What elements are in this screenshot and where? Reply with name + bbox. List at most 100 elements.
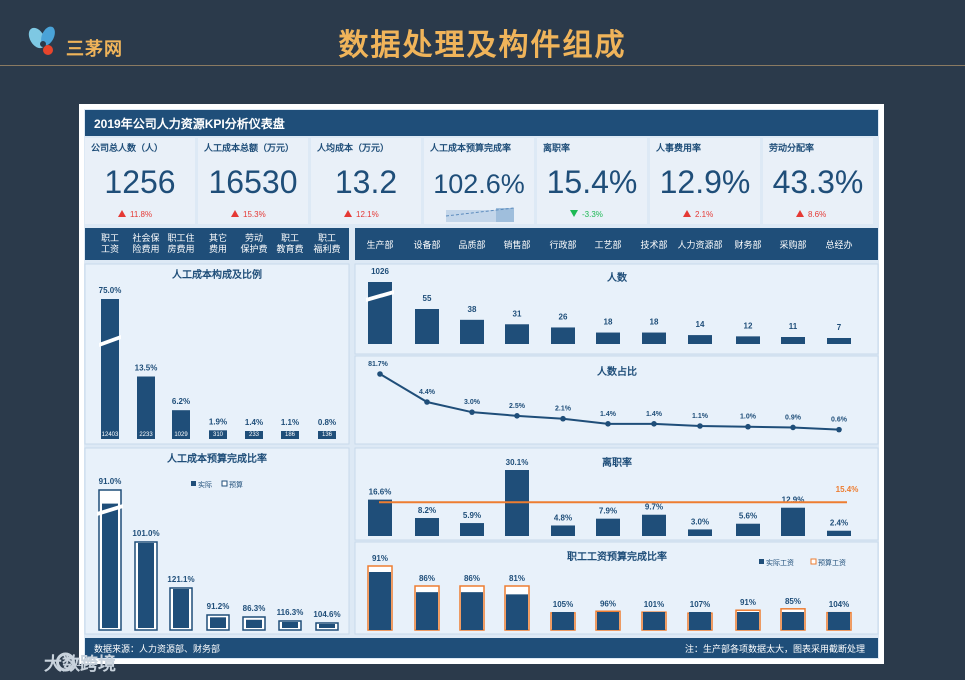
share-point [514,413,520,419]
turnover-bar [642,514,666,536]
headcount-bar [415,309,439,344]
actual-bar [282,622,298,628]
cost-category-label: 职工福利费 [313,233,340,254]
value-label: 121.1% [167,575,194,584]
svg-text:100: 100 [76,656,97,669]
department-label: 采购部 [779,239,806,250]
department-label: 生产部 [366,239,393,250]
turnover-bar [415,518,439,536]
firefly-logo-icon [28,26,55,55]
wage-actual-bar [597,612,619,630]
value-label: 1029 [174,432,188,438]
value-label: 86% [464,574,480,583]
axis-break-mark [366,290,394,302]
value-label: 55 [423,294,432,303]
cost-category-label: 职工工资 [101,233,119,254]
down-arrow-icon [570,210,578,217]
kpi-change: 12.1% [356,210,379,219]
percent-label: 6.2% [172,397,190,406]
headcount-bar [368,282,392,344]
value-label: 91.0% [99,477,122,486]
footer-source: 数据来源：人力资源部、财务部 [94,643,220,654]
percent-label: 1.4% [245,418,263,427]
value-label: 85% [785,597,801,606]
department-label: 销售部 [503,239,530,250]
headcount-bar [781,337,805,344]
dashboard-title-bar [85,110,878,136]
value-label: 91.2% [207,602,230,611]
budget-progress-line [445,207,515,217]
wage-actual-bar [506,594,528,630]
up-arrow-icon [118,210,126,217]
value-label: 2.1% [555,406,572,413]
value-label: 4.4% [419,389,436,396]
kpi-value: 12.9% [660,164,751,200]
wage-actual-bar [737,612,759,630]
turnover-bar [368,499,392,536]
value-label: 101% [644,600,664,609]
department-label: 人力资源部 [677,239,722,250]
kpi-card [198,138,308,224]
department-label: 设备部 [413,239,440,250]
kpi-label: 公司总人数（人） [91,142,163,153]
value-label: 3.0% [464,399,481,406]
dashboard-frame: 2019年公司人力资源KPI分析仪表盘 公司总人数（人） 1256 11.8% 人工成本… [79,104,884,664]
cost-bar [318,431,336,439]
turnover-bar [596,518,620,536]
cost-bar [101,299,119,439]
wage-actual-bar [369,572,391,630]
value-label: 86.3% [243,604,266,613]
chart-title: 人数 [607,271,628,284]
value-label: 105% [553,600,573,609]
share-point [697,423,703,429]
value-label: 91% [372,554,388,563]
legend-actual-label: 实际工资 [766,558,794,567]
value-label: 104.6% [313,610,340,619]
cost-bar [209,430,227,439]
cost-bar [245,431,263,439]
kpi-value: 13.2 [335,164,397,200]
department-label: 总经办 [825,239,852,250]
share-point [377,371,383,377]
chart-title: 人工成本构成及比例 [172,268,262,281]
kpi-change: 15.3% [243,210,266,219]
cost-category-label: 职工住房费用 [167,232,194,254]
cost-category-header [85,228,349,260]
department-label: 财务部 [734,239,761,250]
kpi-label: 劳动分配率 [769,142,814,153]
actual-bar [138,543,154,628]
kpi-label: 人工成本预算完成率 [429,142,511,153]
value-label: 101.0% [132,529,159,538]
up-arrow-icon [796,210,804,217]
share-point [560,415,566,422]
headcount-bar [596,332,620,344]
slide-title: 数据处理及构件组成 [338,28,627,63]
cost-category-label: 社会保险费用 [132,232,159,254]
slide-header: 三茅网 数据处理及构件组成 [0,0,965,66]
title-divider [0,65,965,66]
up-arrow-icon [231,210,239,217]
dashboard-title: 2019年公司人力资源KPI分析仪表盘 [94,116,285,131]
kpi-value: 1256 [104,164,175,200]
chart-title: 人工成本预算完成比率 [167,452,267,465]
value-label: 2.5% [509,403,526,410]
value-label: 1.4% [646,411,663,418]
value-label: 30.1% [506,458,529,467]
value-label: 3.0% [691,517,709,526]
department-header [355,228,878,260]
cost-category-label: 其它费用 [209,232,227,254]
legend-budget-swatch [221,480,228,487]
kpi-card [85,138,195,224]
headcount-bar [551,327,575,344]
value-label: 31 [513,309,522,318]
headcount-bar [688,335,712,344]
footer-note: 注：生产部各项数据太大，图表采用截断处理 [685,643,865,654]
kpi-label: 人事费用率 [655,142,701,153]
share-point [651,421,657,427]
kpi-card [537,138,647,224]
value-label: 26 [559,312,568,321]
value-label: 9.7% [645,503,663,512]
turnover-bar [736,523,760,536]
legend-actual-label: 实际 [198,480,212,489]
actual-bar [102,503,118,628]
